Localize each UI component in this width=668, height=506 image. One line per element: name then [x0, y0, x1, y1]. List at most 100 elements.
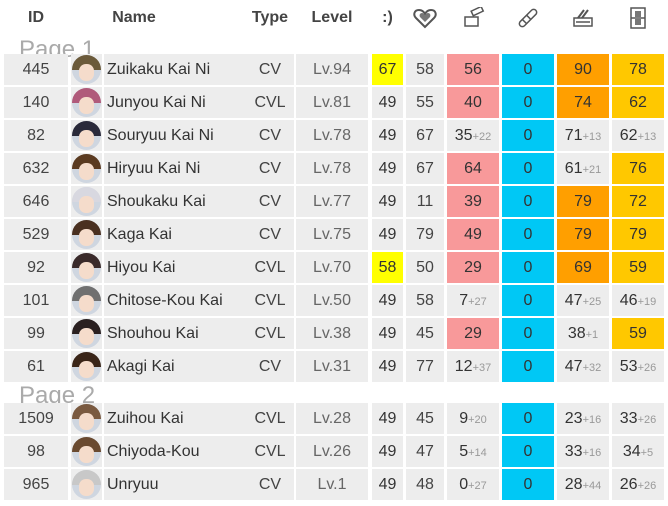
portrait-face	[79, 97, 94, 114]
table-row[interactable]: 101 Chitose-Kou Kai CVL Lv.50 49 58 7+27 0 47+25…	[0, 285, 668, 316]
ship-anti-air-value: 74	[574, 94, 592, 111]
ship-id: 99	[4, 318, 68, 349]
avatar	[71, 153, 102, 184]
ship-firepower: 12+37	[447, 351, 499, 382]
ship-armor-value: 78	[629, 61, 647, 78]
ship-name: Zuihou Kai	[104, 403, 246, 434]
header-morale[interactable]: :)	[382, 9, 393, 26]
ship-portrait	[72, 352, 101, 381]
ship-hp: 67	[406, 153, 444, 184]
ship-morale: 49	[372, 87, 403, 118]
ship-anti-air-value: 33	[564, 443, 583, 460]
ship-armor: 26+26	[612, 469, 664, 500]
table-row[interactable]: 965 Unryuu CV Lv.1 49 48 0+27 0 28+44 26+26	[0, 469, 668, 500]
armor-icon[interactable]	[626, 7, 650, 29]
table-row[interactable]: 99 Shouhou Kai CVL Lv.38 49 45 29 0 38+1 59	[0, 318, 668, 349]
table-row[interactable]: 529 Kaga Kai CV Lv.75 49 79 49 0 79 79	[0, 219, 668, 250]
ship-anti-air: 33+16	[557, 436, 609, 467]
portrait-face	[79, 446, 94, 463]
ship-anti-air-value: 61	[564, 160, 583, 177]
ship-type: CV	[246, 120, 294, 151]
table-row[interactable]: 92 Hiyou Kai CVL Lv.70 58 50 29 0 69 59	[0, 252, 668, 283]
avatar	[71, 436, 102, 467]
ship-armor-value: 53	[619, 358, 638, 375]
header-name[interactable]: Name	[112, 9, 156, 26]
table-row[interactable]: 445 Zuikaku Kai Ni CV Lv.94 67 58 56 0 90 78	[0, 54, 668, 85]
ship-hp: 48	[406, 469, 444, 500]
ship-torpedo: 0	[502, 219, 554, 250]
table-row[interactable]: 61 Akagi Kai CV Lv.31 49 77 12+37 0 47+32 53+26	[0, 351, 668, 382]
table-row[interactable]: 98 Chiyoda-Kou CVL Lv.26 49 47 5+14 0 33+16 34+5	[0, 436, 668, 467]
table-row[interactable]: 632 Hiryuu Kai Ni CV Lv.78 49 67 64 0 61+21 76	[0, 153, 668, 184]
ship-armor-value: 62	[629, 94, 647, 111]
firepower-cannon-icon[interactable]	[462, 7, 486, 29]
table-row[interactable]: 646 Shoukaku Kai CV Lv.77 49 11 39 0 79 72	[0, 186, 668, 217]
ship-firepower-bonus: +37	[472, 362, 492, 374]
table-row[interactable]: 82 Souryuu Kai Ni CV Lv.78 49 67 35+22 0 71+13 62…	[0, 120, 668, 151]
ship-anti-air-value: 28	[564, 476, 583, 493]
ship-anti-air-value: 23	[564, 410, 583, 427]
ship-portrait	[72, 319, 101, 348]
ship-firepower-value: 7	[459, 292, 469, 309]
header-id[interactable]: ID	[28, 9, 44, 26]
ship-morale: 49	[372, 469, 403, 500]
header-level[interactable]: Level	[311, 9, 353, 26]
ship-level: Lv.28	[296, 403, 368, 434]
ship-armor: 46+19	[612, 285, 664, 316]
portrait-face	[79, 328, 94, 345]
ship-level: Lv.78	[296, 153, 368, 184]
ship-armor-bonus: +13	[637, 131, 657, 143]
ship-type: CVL	[246, 436, 294, 467]
ship-anti-air-value: 79	[574, 226, 592, 243]
ship-id: 98	[4, 436, 68, 467]
avatar	[71, 285, 102, 316]
portrait-face	[79, 295, 94, 312]
portrait-face	[79, 163, 94, 180]
torpedo-icon[interactable]	[516, 7, 540, 29]
ship-id: 140	[4, 87, 68, 118]
ship-anti-air: 90	[557, 54, 609, 85]
ship-firepower-bonus: +27	[468, 296, 487, 308]
table-row[interactable]: 140 Junyou Kai Ni CVL Lv.81 49 55 40 0 74 62	[0, 87, 668, 118]
portrait-face	[79, 262, 94, 279]
ship-torpedo-value: 0	[523, 61, 533, 78]
ship-portrait	[72, 220, 101, 249]
ship-armor-value: 72	[629, 193, 647, 210]
ship-firepower-value: 29	[464, 259, 482, 276]
ship-anti-air: 69	[557, 252, 609, 283]
ship-anti-air: 23+16	[557, 403, 609, 434]
ship-level: Lv.77	[296, 186, 368, 217]
portrait-face	[79, 413, 94, 430]
avatar	[71, 87, 102, 118]
ship-firepower: 29	[447, 318, 499, 349]
ship-firepower-value: 9	[459, 410, 469, 427]
ship-anti-air: 38+1	[557, 318, 609, 349]
anti-air-icon[interactable]	[571, 7, 595, 29]
ship-torpedo: 0	[502, 351, 554, 382]
ship-armor: 62+13	[612, 120, 664, 151]
ship-firepower-value: 29	[464, 325, 482, 342]
ship-torpedo-value: 0	[523, 193, 533, 210]
ship-firepower: 64	[447, 153, 499, 184]
header-type[interactable]: Type	[251, 9, 289, 26]
avatar	[71, 120, 102, 151]
ship-anti-air-bonus: +21	[582, 164, 602, 176]
hp-heart-icon[interactable]	[413, 7, 437, 29]
ship-morale: 49	[372, 153, 403, 184]
portrait-face	[79, 361, 94, 378]
ship-firepower: 40	[447, 87, 499, 118]
ship-armor: 59	[612, 252, 664, 283]
ship-torpedo-value: 0	[523, 410, 533, 427]
ship-armor: 53+26	[612, 351, 664, 382]
ship-torpedo: 0	[502, 318, 554, 349]
ship-armor-value: 79	[629, 226, 647, 243]
ship-type: CV	[246, 469, 294, 500]
ship-firepower: 29	[447, 252, 499, 283]
ship-portrait	[72, 253, 101, 282]
ship-level: Lv.81	[296, 87, 368, 118]
ship-portrait	[72, 154, 101, 183]
ship-firepower-bonus: +27	[468, 480, 487, 492]
ship-armor-value: 33	[619, 410, 638, 427]
ship-id: 82	[4, 120, 68, 151]
table-row[interactable]: 1509 Zuihou Kai CVL Lv.28 49 45 9+20 0 23+16 33+2…	[0, 403, 668, 434]
